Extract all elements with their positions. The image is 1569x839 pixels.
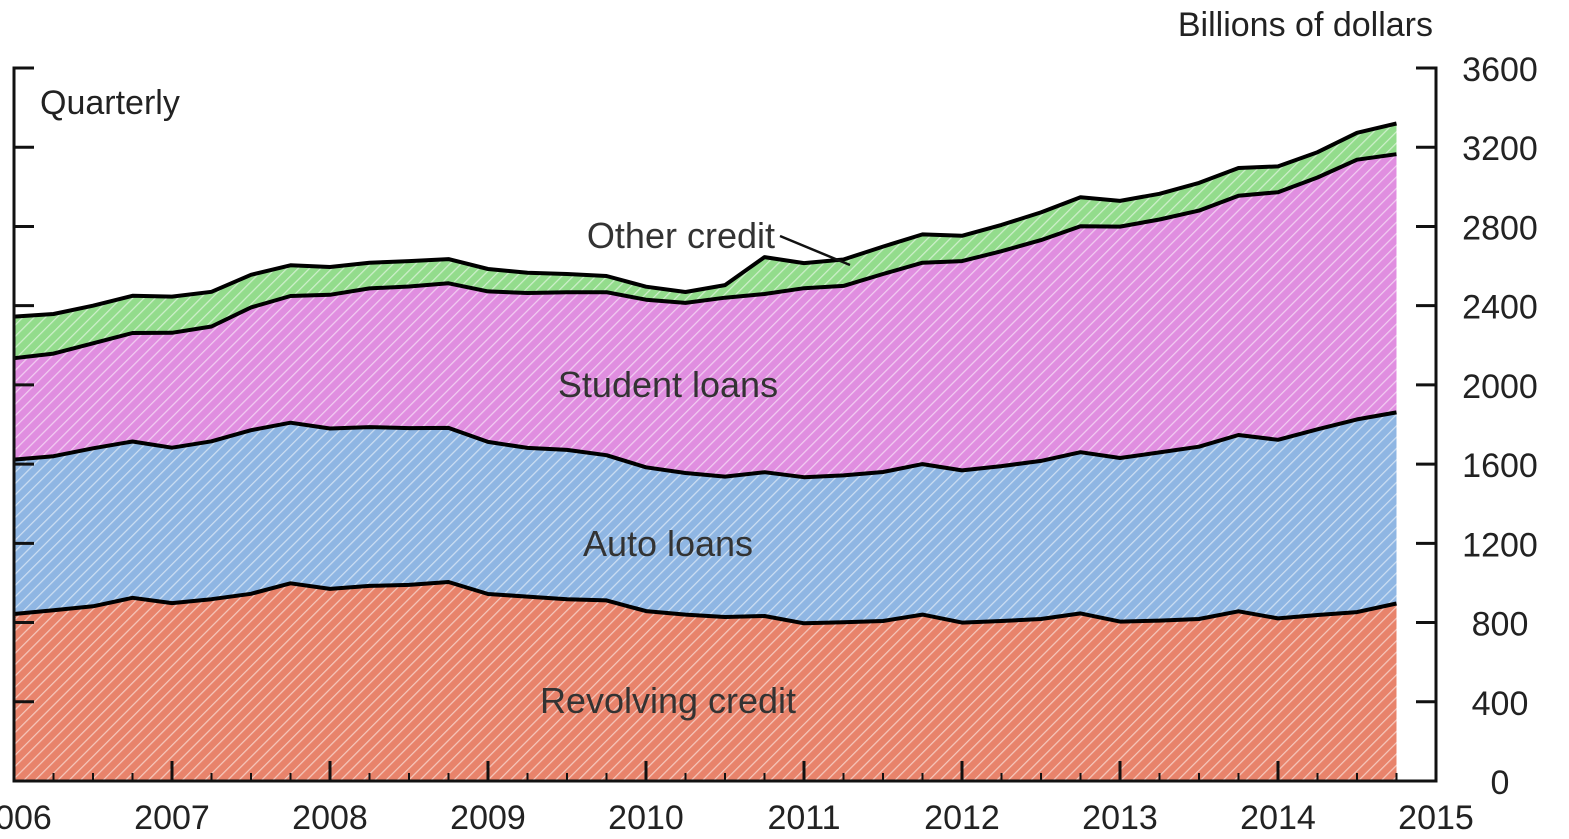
series-lines: [13, 121, 1397, 626]
frequency-note: Quarterly: [40, 84, 180, 122]
x-tick-label: 2009: [450, 799, 526, 837]
axis-ticks: 0 400 800 1200 1600 2000 2400 2800 3200 3600 2006 2…: [0, 51, 1538, 837]
revolving-credit-label: Revolving credit: [540, 680, 796, 721]
auto-loans-line: [13, 410, 1397, 480]
y-tick-label: 1600: [1462, 447, 1538, 485]
x-tick-label: 2013: [1082, 799, 1158, 837]
y-tick-label: 400: [1472, 685, 1529, 723]
x-tick-label: 2006: [0, 799, 52, 837]
revolving-credit-line: [13, 580, 1397, 626]
y-tick-label: 2000: [1462, 368, 1538, 406]
y-tick-label: 3200: [1462, 130, 1538, 168]
y-tick-label: 0: [1491, 764, 1510, 802]
other-credit-line: [13, 121, 1397, 319]
x-tick-label: 2008: [292, 799, 368, 837]
x-tick-label: 2015: [1398, 799, 1474, 837]
revolving-credit-hatch: [14, 582, 1397, 781]
y-tick-label: 3600: [1462, 51, 1538, 89]
other-credit-label: Other credit: [587, 215, 775, 256]
x-tick-label: 2007: [134, 799, 210, 837]
x-tick-label: 2011: [767, 799, 840, 837]
student-loans-line: [13, 152, 1397, 361]
student-loans-hatch: [14, 154, 1397, 478]
y-tick-label: 1200: [1462, 526, 1538, 564]
x-tick-label: 2010: [608, 799, 684, 837]
x-tick-label: 2012: [924, 799, 1000, 837]
y-axis-label: Billions of dollars: [1178, 6, 1433, 44]
y-tick-label: 2400: [1462, 289, 1538, 327]
auto-loans-label: Auto loans: [583, 523, 753, 564]
series-areas: [14, 123, 1397, 781]
auto-loans-hatch: [14, 412, 1397, 624]
other-credit-leader-line: [779, 234, 851, 267]
student-loans-label: Student loans: [558, 364, 778, 405]
y-tick-label: 800: [1472, 606, 1529, 644]
x-tick-label: 2014: [1240, 799, 1316, 837]
y-tick-label: 2800: [1462, 209, 1538, 247]
